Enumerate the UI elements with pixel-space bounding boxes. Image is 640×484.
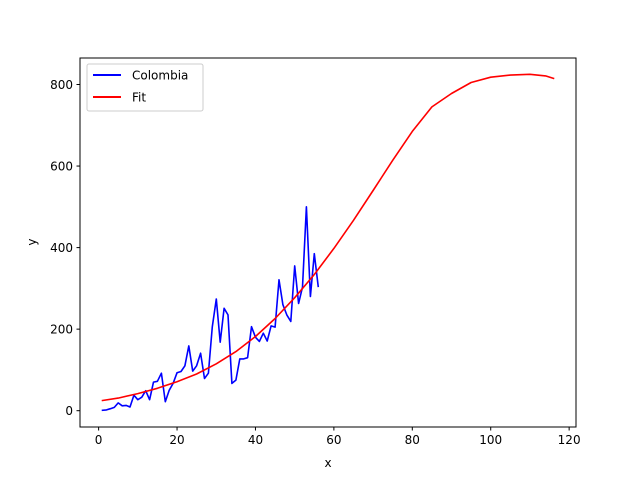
x-tick-label: 120 <box>558 433 581 447</box>
legend: Colombia Fit <box>86 63 204 112</box>
x-tick-label: 0 <box>95 433 103 447</box>
y-axis: 0 200 400 600 800 <box>50 78 80 418</box>
y-tick-label: 200 <box>50 323 73 337</box>
y-tick-label: 400 <box>50 241 73 255</box>
y-tick-label: 600 <box>50 160 73 174</box>
x-tick-label: 20 <box>169 433 184 447</box>
x-tick-label: 100 <box>479 433 502 447</box>
legend-label-colombia: Colombia <box>132 69 188 83</box>
series-line-colombia <box>101 206 320 412</box>
series-line-fit <box>101 73 555 402</box>
x-tick-label: 60 <box>326 433 341 447</box>
plot-area <box>79 57 577 428</box>
y-tick-label: 0 <box>65 404 73 418</box>
x-tick-label: 80 <box>405 433 420 447</box>
x-axis: 0 20 40 60 80 100 120 <box>95 427 581 447</box>
y-tick-label: 800 <box>50 78 73 92</box>
x-tick-label: 40 <box>248 433 263 447</box>
legend-label-fit: Fit <box>132 91 146 105</box>
x-axis-label: x <box>324 456 331 470</box>
y-axis-label: y <box>25 238 39 245</box>
axes-frame <box>79 57 577 428</box>
